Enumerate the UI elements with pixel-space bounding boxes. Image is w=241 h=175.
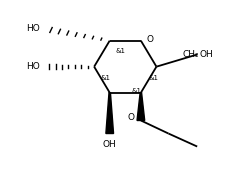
Text: &1: &1 (100, 75, 110, 81)
Text: O: O (147, 35, 154, 44)
Text: HO: HO (27, 24, 40, 33)
Text: CH₂: CH₂ (183, 50, 199, 59)
Text: OH: OH (103, 141, 117, 149)
Polygon shape (137, 93, 145, 120)
Text: HO: HO (27, 62, 40, 71)
Text: OH: OH (200, 50, 213, 59)
Text: O: O (128, 113, 135, 121)
Text: &1: &1 (149, 75, 159, 81)
Polygon shape (106, 93, 114, 134)
Text: &1: &1 (131, 88, 141, 94)
Text: &1: &1 (116, 48, 126, 54)
